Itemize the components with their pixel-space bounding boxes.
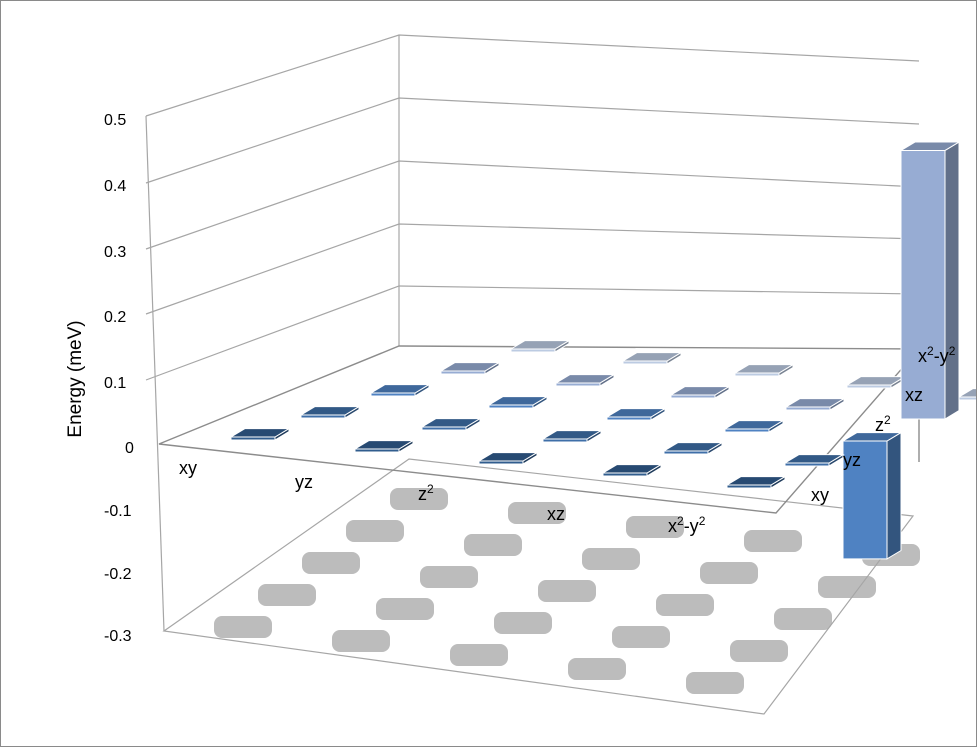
floor-shadow [656, 594, 714, 616]
y-tick-label: -0.3 [104, 628, 132, 645]
bar [601, 463, 663, 477]
floor-shadow [744, 530, 802, 552]
chart-walls [145, 34, 920, 632]
bar [439, 361, 501, 375]
bar [723, 419, 785, 433]
bar [509, 339, 571, 353]
floor-shadow [346, 520, 404, 542]
bar [733, 363, 795, 377]
bar [369, 383, 431, 397]
bar [783, 453, 845, 467]
column-label: xy [811, 485, 829, 505]
y-tick-label: 0.3 [104, 244, 126, 261]
bar [669, 385, 731, 399]
bar [899, 141, 961, 420]
bar [420, 417, 482, 431]
y-tick-label: -0.1 [104, 503, 132, 520]
floor-shadows [214, 488, 920, 694]
column-label: yz [843, 450, 861, 470]
bar [541, 429, 603, 443]
bar [621, 351, 683, 365]
floor-shadow [464, 534, 522, 556]
floor-shadow [730, 640, 788, 662]
bar [841, 431, 903, 560]
row-labels: xy yz z2 xz x2-y2 [179, 458, 706, 536]
floor-shadow [626, 516, 684, 538]
bar [605, 407, 667, 421]
row-label: yz [295, 472, 313, 492]
floor-shadow [568, 658, 626, 680]
floor-shadow [818, 576, 876, 598]
bar [662, 441, 724, 455]
floor-shadow [700, 562, 758, 584]
bar [487, 395, 549, 409]
floor-shadow [450, 644, 508, 666]
floor-shadow [420, 566, 478, 588]
y-tick-label: 0 [125, 440, 134, 457]
bar [845, 375, 907, 389]
floor-shadow [612, 626, 670, 648]
y-tick-label: 0.2 [104, 309, 126, 326]
y-axis-label: Energy (meV) [65, 320, 86, 437]
y-tick-label: 0.4 [104, 178, 126, 195]
y-tick-label: 0.1 [104, 375, 126, 392]
bars [229, 141, 976, 560]
floor-shadow [508, 502, 566, 524]
column-label: x2-y2 [918, 344, 956, 366]
floor-shadow [774, 608, 832, 630]
row-label: xz [547, 504, 565, 524]
column-label: xz [905, 385, 923, 405]
y-tick-labels: 0.5 0.4 0.3 0.2 0.1 0 -0.1 -0.2 -0.3 [104, 112, 134, 645]
bar [725, 475, 787, 489]
floor-shadow [494, 612, 552, 634]
floor-shadow [376, 598, 434, 620]
bar [554, 373, 616, 387]
y-tick-label: -0.2 [104, 566, 132, 583]
floor-shadow [686, 672, 744, 694]
floor-shadow [332, 630, 390, 652]
floor-shadow [258, 584, 316, 606]
floor-shadow [390, 488, 448, 510]
floor-shadow [582, 548, 640, 570]
floor-shadow [302, 552, 360, 574]
column-label: z2 [875, 413, 891, 435]
bar [477, 451, 539, 465]
row-label: z2 [418, 482, 434, 504]
row-label: x2-y2 [668, 514, 706, 536]
bar [229, 427, 291, 441]
row-label: xy [179, 458, 197, 478]
bar [784, 397, 846, 411]
floor-shadow [214, 616, 272, 638]
bar [957, 388, 976, 401]
bar [299, 405, 361, 419]
bar [353, 439, 415, 453]
floor-shadow [538, 580, 596, 602]
y-tick-label: 0.5 [104, 112, 126, 129]
